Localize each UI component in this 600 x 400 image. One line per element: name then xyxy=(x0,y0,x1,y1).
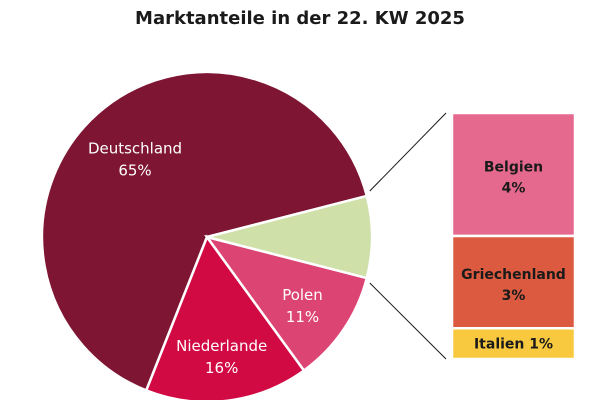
chart-title: Marktanteile in der 22. KW 2025 xyxy=(135,8,465,29)
connector-line-bottom xyxy=(369,282,447,360)
connector-line-top xyxy=(369,112,447,192)
breakdown-connectors xyxy=(369,112,447,360)
pie-slices xyxy=(40,70,374,400)
slice-label-niederlande: Niederlande xyxy=(176,337,267,355)
breakdown-bar: Belgien 4% Griechenland 3% Italien 1% xyxy=(450,111,577,361)
breakdown-segment-italien xyxy=(450,327,577,361)
breakdown-segment-griechenland xyxy=(450,234,577,330)
slice-label-deutschland: Deutschland xyxy=(88,139,182,157)
breakdown-label-griechenland: Griechenland xyxy=(461,267,566,283)
breakdown-segment-belgien xyxy=(450,111,577,238)
breakdown-label-italien: Italien 1% xyxy=(474,337,553,353)
breakdown-label-belgien: Belgien xyxy=(484,160,543,176)
pie-slice-niederlande xyxy=(144,234,306,400)
pie-slice-deutschland xyxy=(40,70,369,393)
breakdown-value-belgien: 4% xyxy=(502,181,526,197)
slice-label-polen: Polen xyxy=(282,286,323,304)
slice-value-deutschland: 65% xyxy=(118,161,151,179)
pie-slice-polen xyxy=(203,234,369,373)
slice-value-polen: 11% xyxy=(286,308,319,326)
breakdown-value-griechenland: 3% xyxy=(502,288,526,304)
slice-value-niederlande: 16% xyxy=(205,359,238,377)
pie-labels: Deutschland 65% Niederlande 16% Polen 11% xyxy=(88,139,323,377)
pie-slice-andere xyxy=(206,194,374,280)
